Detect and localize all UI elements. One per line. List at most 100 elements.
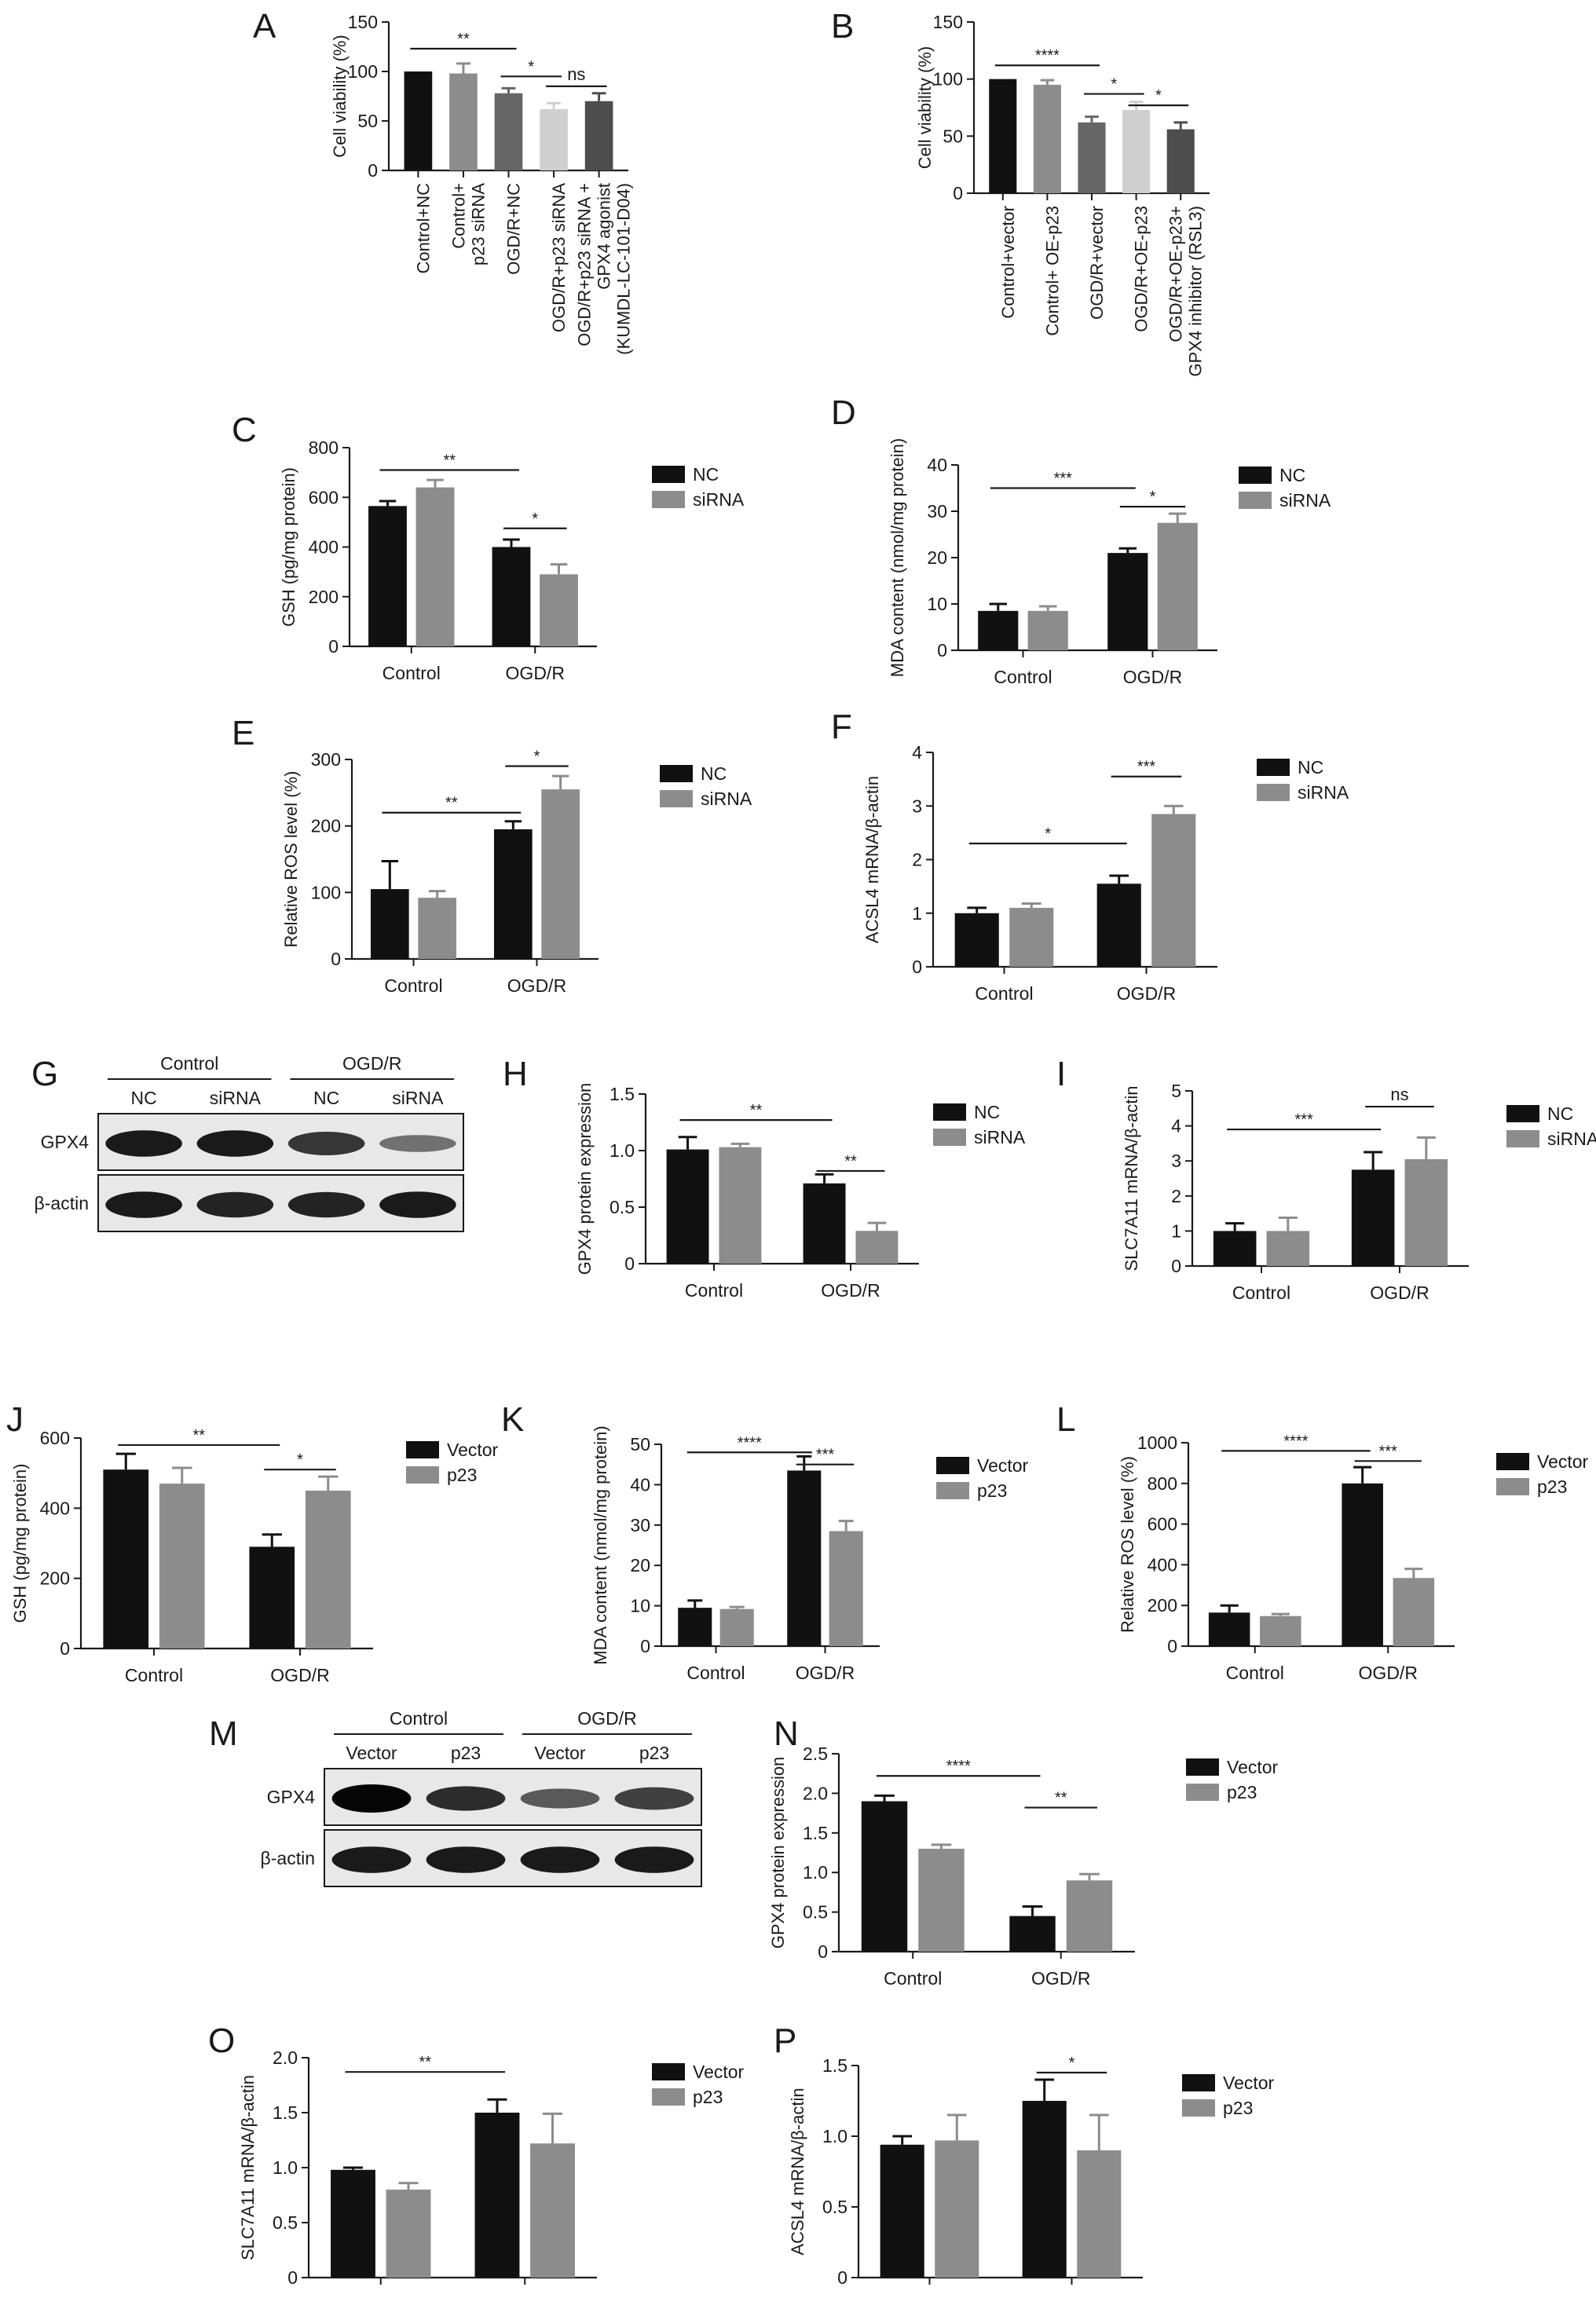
panel-p-y-tick-label: 1.5 [822, 2055, 847, 2076]
panel-i: I 0 1 2 3 4 5 SLC7A11 mRNA/β-actin Control OGD/R *… [1056, 1055, 1596, 1303]
panel-o-legend-swatch [652, 2063, 685, 2080]
panel-i-legend-label: siRNA [1547, 1129, 1596, 1149]
panel-m-lane-label: p23 [639, 1743, 669, 1763]
panel-n-y-tick-label: 0 [818, 1941, 828, 1962]
panel-j: J 0 200 400 600 GSH (pg/mg protein) Control OGD… [6, 1400, 499, 1685]
panel-d-bar [1157, 522, 1198, 650]
panel-o-bar [474, 2113, 520, 2278]
panel-p-y-axis-label: ACSL4 mRNA/β-actin [788, 2088, 807, 2255]
panel-i-legend: NC siRNA [1506, 1103, 1596, 1149]
panel-i-bar [1351, 1169, 1395, 1266]
panel-k-bar [678, 1608, 712, 1646]
panel-b-sig-label: * [1111, 76, 1117, 93]
panel-p-bar [880, 2144, 924, 2278]
panel-i-x-tick-label: Control [1232, 1283, 1290, 1303]
panel-a-bar [449, 73, 478, 170]
panel-f-sig-label: *** [1137, 759, 1156, 776]
panel-d-letter: D [831, 393, 856, 432]
panel-a-bar [494, 93, 523, 170]
panel-i-y-axis-label: SLC7A11 mRNA/β-actin [1122, 1086, 1141, 1272]
panel-a-x-tick-label: Control+NC [413, 183, 433, 274]
panel-n-legend-label: p23 [1227, 1782, 1257, 1802]
panel-g-lane-label: NC [131, 1088, 157, 1108]
panel-o-bar [331, 2169, 375, 2278]
panel-e-legend-swatch [660, 765, 693, 782]
panel-j-legend-swatch [406, 1466, 439, 1484]
panel-p-legend-swatch [1182, 2099, 1215, 2117]
panel-l-bar [1342, 1483, 1383, 1646]
panel-p-bar [935, 2140, 979, 2278]
panel-g-lane-label: siRNA [210, 1088, 262, 1108]
panel-d-legend-label: siRNA [1279, 490, 1331, 510]
panel-j-legend-swatch [406, 1441, 439, 1458]
panel-b-sig-label: **** [1035, 47, 1060, 64]
panel-j-sig-label: ** [192, 1427, 205, 1444]
panel-p-letter: P [774, 2022, 796, 2060]
panel-n-y-axis-label: GPX4 protein expression [768, 1757, 788, 1949]
panel-p-legend-swatch [1182, 2074, 1215, 2091]
panel-n-y-tick-label: 0.5 [803, 1902, 828, 1923]
panel-d-x-tick-label: OGD/R [1123, 667, 1182, 687]
panel-k-legend: Vector p23 [936, 1455, 1029, 1501]
panel-a-bar [404, 71, 433, 170]
panel-n-bar [861, 1801, 908, 1952]
panel-g-group-label: Control [160, 1053, 218, 1074]
panel-l-x-tick-label: OGD/R [1359, 1663, 1418, 1683]
panel-d-legend-swatch [1239, 492, 1272, 509]
panel-l-y-tick-label: 0 [1167, 1636, 1177, 1656]
panel-f-y-tick-label: 2 [912, 850, 922, 870]
panel-a-sig-label: * [528, 58, 534, 75]
panel-d-sig-label: * [1150, 489, 1156, 506]
panel-p-legend-label: p23 [1223, 2098, 1253, 2118]
panel-m-band [520, 1846, 600, 1873]
panel-e-legend-label: NC [701, 763, 727, 784]
panel-e-sig-label: * [534, 748, 540, 765]
panel-p-legend-label: Vector [1223, 2073, 1275, 2093]
panel-g-letter: G [31, 1055, 58, 1093]
panel-k-bar [719, 1608, 754, 1646]
panel-a-sig-label: ns [567, 64, 585, 84]
panel-h-x-tick-label: OGD/R [821, 1280, 880, 1301]
panel-m-lane-label: Vector [534, 1743, 586, 1763]
panel-b-x-tick-label: OGD/R+OE-p23+GPX4 inhibitor (RSL3) [1166, 206, 1206, 377]
panel-e-x-tick-label: Control [384, 975, 442, 996]
panel-m: M Control OGD/R Vector p23 Vector p23 GPX4 β-act… [209, 1708, 702, 1887]
panel-f-y-tick-label: 4 [912, 742, 922, 763]
panel-p-y-tick-label: 0 [837, 2267, 847, 2288]
panel-c-y-tick-label: 600 [309, 487, 339, 507]
panel-b-x-tick-label: Control+ OE-p23 [1042, 206, 1062, 336]
panel-i-y-tick-label: 2 [1171, 1186, 1181, 1206]
panel-k-y-axis-label: MDA content (nmol/mg protein) [591, 1425, 610, 1664]
panel-a-bar [584, 101, 613, 170]
panel-c-legend-swatch [652, 491, 685, 508]
panel-f-y-tick-label: 3 [912, 796, 922, 816]
panel-b-y-tick-label: 150 [933, 12, 963, 32]
panel-g-band [105, 1130, 182, 1157]
panel-g-band [287, 1191, 365, 1218]
panel-m-band [331, 1784, 412, 1813]
panel-l-y-tick-label: 600 [1148, 1514, 1177, 1535]
panel-i-letter: I [1056, 1055, 1066, 1093]
panel-m-row-label: β-actin [261, 1848, 315, 1868]
panel-e-y-tick-label: 200 [311, 816, 341, 836]
panel-i-y-tick-label: 5 [1171, 1081, 1181, 1101]
panel-b-x-tick-label: OGD/R+OE-p23 [1132, 206, 1151, 332]
panel-m-group-label: Control [390, 1708, 448, 1729]
panel-c-legend: NC siRNA [652, 464, 745, 510]
panel-f-x-tick-label: OGD/R [1117, 983, 1176, 1004]
panel-j-bar [249, 1546, 295, 1648]
panel-j-letter: J [6, 1400, 24, 1439]
panel-d-legend-label: NC [1279, 465, 1305, 485]
panel-a: A 0 50 100 150 Cell viability (%) Control+NC Co… [253, 7, 634, 355]
panel-o-sig-label: ** [419, 2054, 431, 2071]
panel-l-letter: L [1056, 1400, 1075, 1439]
panel-m-band [331, 1846, 412, 1873]
panel-c-bar [368, 506, 407, 646]
panel-i-y-tick-label: 3 [1171, 1151, 1181, 1171]
panel-h-x-tick-label: Control [685, 1280, 743, 1301]
panel-m-lane-label: p23 [451, 1743, 481, 1763]
panel-l-legend: Vector p23 [1496, 1451, 1589, 1497]
panel-f-legend: NC siRNA [1257, 757, 1349, 803]
panel-h-y-tick-label: 1.5 [609, 1084, 635, 1104]
